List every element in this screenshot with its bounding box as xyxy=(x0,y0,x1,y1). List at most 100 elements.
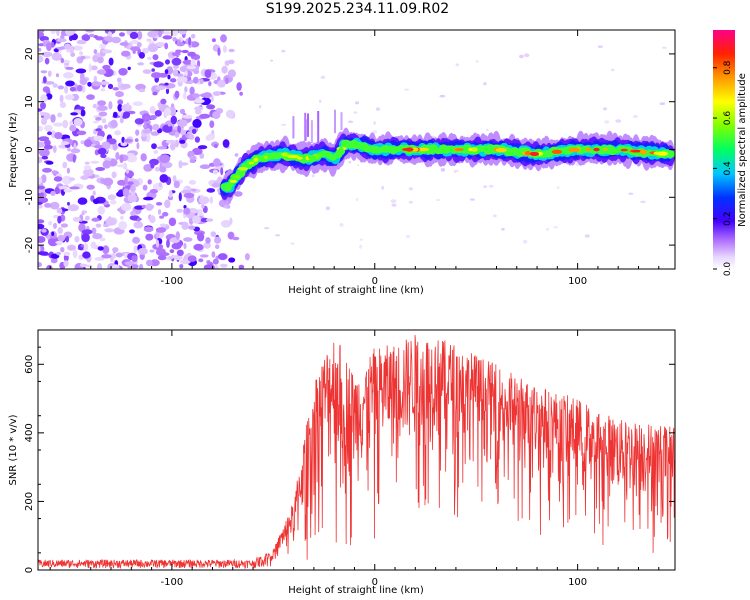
heatmap-noise-cell xyxy=(162,35,173,40)
heatmap-noise-cell xyxy=(69,177,75,182)
heatmap-noise-cell xyxy=(138,52,145,59)
heatmap-noise-cell xyxy=(213,158,221,167)
heatmap-noise-cell xyxy=(89,33,95,38)
heatmap-noise-cell xyxy=(217,79,226,88)
heatmap-noise-cell xyxy=(160,252,170,257)
heatmap-noise-cell xyxy=(79,263,88,268)
heatmap-noise-cell xyxy=(41,155,49,160)
heatmap-noise-cell xyxy=(134,118,144,125)
heatmap-noise-cell xyxy=(94,257,105,261)
heatmap-noise-cell xyxy=(99,43,106,49)
heatmap-noise-cell xyxy=(160,98,167,105)
heatmap-noise-cell xyxy=(227,69,236,78)
heatmap-noise-cell xyxy=(105,217,117,226)
heatmap-speckle-cell xyxy=(264,227,270,230)
heatmap-noise-cell xyxy=(157,255,167,261)
heatmap-noise-cell xyxy=(107,194,116,201)
heatmap-noise-cell xyxy=(133,221,144,229)
heatmap-noise-cell xyxy=(206,218,214,222)
heatmap-noise-cell xyxy=(46,42,52,51)
heatmap-speckle-cell xyxy=(259,105,262,109)
heatmap-noise-cell xyxy=(57,227,63,234)
heatmap-noise-cell xyxy=(55,73,60,78)
heatmap-noise-cell xyxy=(127,194,137,203)
heatmap-noise-cell xyxy=(95,117,102,121)
heatmap-noise-cell xyxy=(115,91,124,98)
heatmap-noise-cell xyxy=(213,264,219,269)
heatmap-noise-cell xyxy=(177,125,182,134)
heatmap-peak-cell xyxy=(495,147,507,153)
heatmap-noise-cell xyxy=(117,179,127,186)
heatmap-noise-cell xyxy=(155,202,163,206)
heatmap-speckle-cell xyxy=(501,228,505,231)
heatmap-noise-cell xyxy=(164,42,169,50)
heatmap-noise-cell xyxy=(199,78,204,84)
heatmap-noise-cell xyxy=(180,162,189,166)
colorbar-tick-label: 0.8 xyxy=(723,60,733,75)
heatmap-speckle-cell xyxy=(628,192,634,195)
heatmap-noise-cell xyxy=(211,251,216,258)
heatmap-noise-cell xyxy=(116,164,127,168)
heatmap-noise-cell xyxy=(203,242,211,249)
heatmap-noise-cell xyxy=(65,80,75,87)
heatmap-speckle-cell xyxy=(359,238,363,241)
heatmap-noise-cell xyxy=(133,245,138,254)
heatmap-streak-cell xyxy=(292,116,295,139)
heatmap-noise-cell xyxy=(63,189,73,193)
heatmap-peak-cell xyxy=(307,155,316,160)
heatmap-speckle-cell xyxy=(662,46,667,49)
colorbar: 0.0 0.2 0.4 0.6 0.8 Normalized spectral ampl… xyxy=(713,30,748,276)
heatmap-noise-cell xyxy=(76,84,83,92)
heatmap-noise-cell xyxy=(121,136,125,143)
heatmap-noise-cell xyxy=(114,130,121,136)
heatmap-noise-cell xyxy=(38,192,45,197)
heatmap-noise-cell xyxy=(69,186,80,190)
heatmap-noise-cell xyxy=(200,194,204,199)
heatmap-noise-cell xyxy=(147,179,152,185)
heatmap-peak-cell xyxy=(229,180,238,183)
heatmap-noise-cell xyxy=(176,249,184,256)
heatmap-noise-cell xyxy=(183,207,191,215)
snr-series-line xyxy=(38,334,675,570)
heatmap-noise-cell xyxy=(149,215,156,224)
heatmap-noise-cell xyxy=(121,50,131,57)
heatmap-noise-cell xyxy=(38,185,45,190)
heatmap-noise-cell xyxy=(44,124,53,132)
heatmap-noise-cell xyxy=(97,263,103,269)
heatmap-noise-cell xyxy=(81,210,88,214)
heatmap-speckle-cell xyxy=(488,184,494,188)
heatmap-noise-cell xyxy=(86,184,95,190)
heatmap-peak-cell xyxy=(471,147,478,152)
heatmap-peak-cell xyxy=(639,149,648,155)
snr-y-tick-label: 400 xyxy=(24,423,35,442)
heatmap-noise-cell xyxy=(167,122,171,127)
heatmap-noise-cell xyxy=(83,168,94,177)
heatmap-noise-cell xyxy=(84,165,92,171)
heatmap-speckle-cell xyxy=(453,169,459,172)
heatmap-noise-cell xyxy=(38,177,43,185)
heatmap-noise-cell xyxy=(102,177,114,186)
heatmap-noise-cell xyxy=(164,107,172,116)
heatmap-noise-cell xyxy=(117,99,124,105)
heatmap-noise-cell xyxy=(201,203,205,209)
heatmap-noise-cell xyxy=(49,234,57,239)
heatmap-noise-cell xyxy=(162,124,173,133)
heatmap-noise-cell xyxy=(91,81,102,87)
heatmap-noise-cell xyxy=(38,125,43,132)
heatmap-noise-cell xyxy=(122,114,128,119)
heatmap-noise-cell xyxy=(150,259,160,267)
heatmap-noise-cell xyxy=(102,160,112,169)
heatmap-noise-cell xyxy=(173,180,180,189)
heatmap-noise-cell xyxy=(172,65,179,69)
heatmap-noise-cell xyxy=(233,191,243,197)
heatmap-noise-cell xyxy=(54,132,63,140)
heatmap-noise-cell xyxy=(92,190,96,196)
heatmap-noise-cell xyxy=(142,124,148,129)
heatmap-speckle-cell xyxy=(604,120,610,124)
heatmap-noise-cell xyxy=(127,181,134,186)
heatmap-noise-cell xyxy=(119,154,124,164)
heatmap-speckle-cell xyxy=(553,226,558,229)
heatmap-noise-cell xyxy=(176,76,188,83)
heatmap-noise-cell xyxy=(64,94,75,100)
